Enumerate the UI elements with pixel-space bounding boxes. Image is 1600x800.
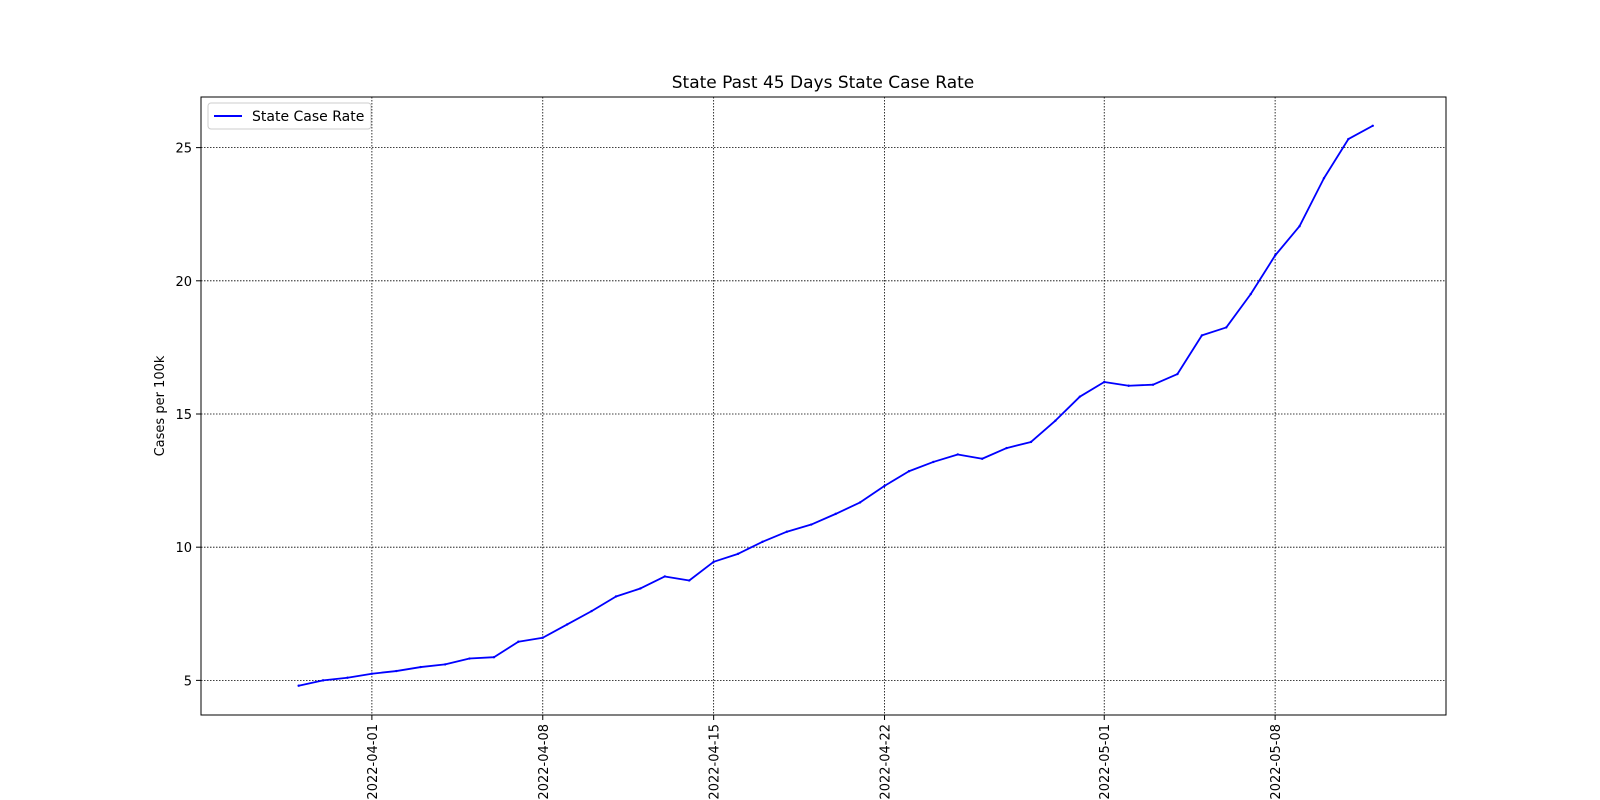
data-point <box>785 530 789 533</box>
legend-box <box>207 102 372 130</box>
x-tick-label: 2022-05-01 <box>1098 724 1113 800</box>
y-tick-label: 10 <box>175 541 192 556</box>
data-point <box>1225 326 1228 329</box>
data-point <box>1127 384 1130 387</box>
data-point <box>858 501 862 504</box>
data-point <box>712 560 715 564</box>
data-point <box>614 595 618 598</box>
data-point <box>1029 440 1033 444</box>
data-point <box>346 676 349 679</box>
y-tick-label: 5 <box>184 674 192 689</box>
data-point <box>1200 334 1204 337</box>
data-point <box>883 484 886 488</box>
data-point <box>1273 254 1277 257</box>
data-point <box>419 665 422 669</box>
data-point <box>688 579 691 582</box>
data-point <box>1347 137 1350 141</box>
x-tick-label: 2022-04-22 <box>879 724 894 800</box>
data-point <box>517 640 520 643</box>
y-axis-label: Cases per 100k <box>153 355 168 456</box>
x-tick-label: 2022-05-08 <box>1269 724 1284 800</box>
x-tick-label: 2022-04-15 <box>708 724 723 800</box>
legend-label: State Case Rate <box>252 109 364 125</box>
data-point <box>370 672 374 675</box>
data-point <box>590 609 593 613</box>
data-point <box>1322 177 1326 180</box>
data-point <box>907 470 911 473</box>
chart-title: State Past 45 Days State Case Rate <box>672 73 975 93</box>
x-tick-label: 2022-04-01 <box>366 724 381 800</box>
grid <box>201 97 1446 715</box>
data-point <box>1298 224 1301 228</box>
data-point <box>761 540 764 544</box>
data-point <box>395 669 398 673</box>
data-point <box>541 636 544 639</box>
data-point <box>1151 383 1155 386</box>
data-point <box>1005 446 1008 450</box>
data-point <box>736 552 740 556</box>
data-point <box>932 460 935 464</box>
data-point <box>1103 380 1106 384</box>
data-point <box>1249 292 1252 296</box>
data-point <box>956 453 959 456</box>
data-point <box>810 523 813 526</box>
data-point <box>468 657 471 660</box>
x-tick-label: 2022-04-08 <box>537 724 552 800</box>
data-point <box>1176 372 1179 376</box>
data-point <box>565 623 569 626</box>
data-point <box>980 457 984 460</box>
data-point <box>443 663 447 666</box>
y-axis: 5 10 15 20 25 <box>175 142 201 689</box>
data-point <box>1078 395 1082 398</box>
data-point <box>1054 419 1057 422</box>
data-point <box>492 656 496 659</box>
data-point <box>321 679 325 682</box>
data-point <box>297 684 300 687</box>
series-layer <box>297 124 1374 687</box>
data-point <box>639 587 642 590</box>
legend: State Case Rate <box>207 102 372 130</box>
data-point <box>1371 124 1374 127</box>
x-axis: 2022-04-01 2022-04-08 2022-04-15 2022-04-22… <box>366 715 1284 800</box>
data-point <box>663 575 667 578</box>
y-tick-label: 25 <box>175 142 192 157</box>
y-tick-label: 20 <box>175 275 192 290</box>
y-tick-label: 15 <box>175 408 192 423</box>
plot-area <box>200 96 1447 716</box>
data-point <box>834 512 837 516</box>
